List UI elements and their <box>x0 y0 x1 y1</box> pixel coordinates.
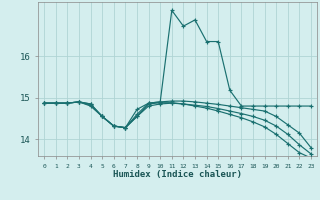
X-axis label: Humidex (Indice chaleur): Humidex (Indice chaleur) <box>113 170 242 179</box>
